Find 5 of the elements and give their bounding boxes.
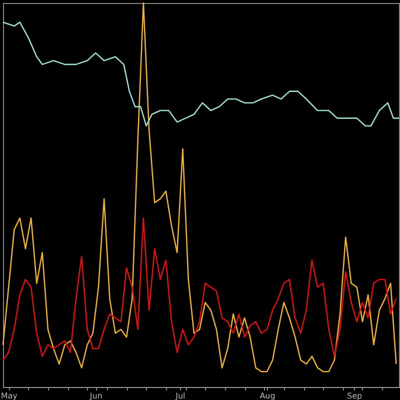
x-tick-label: Jun [88,392,102,400]
x-tick-label: Aug [260,392,276,400]
x-tick-label: May [0,392,18,400]
x-tick-label: Sep [347,392,362,400]
x-tick-label: Jul [174,392,186,400]
